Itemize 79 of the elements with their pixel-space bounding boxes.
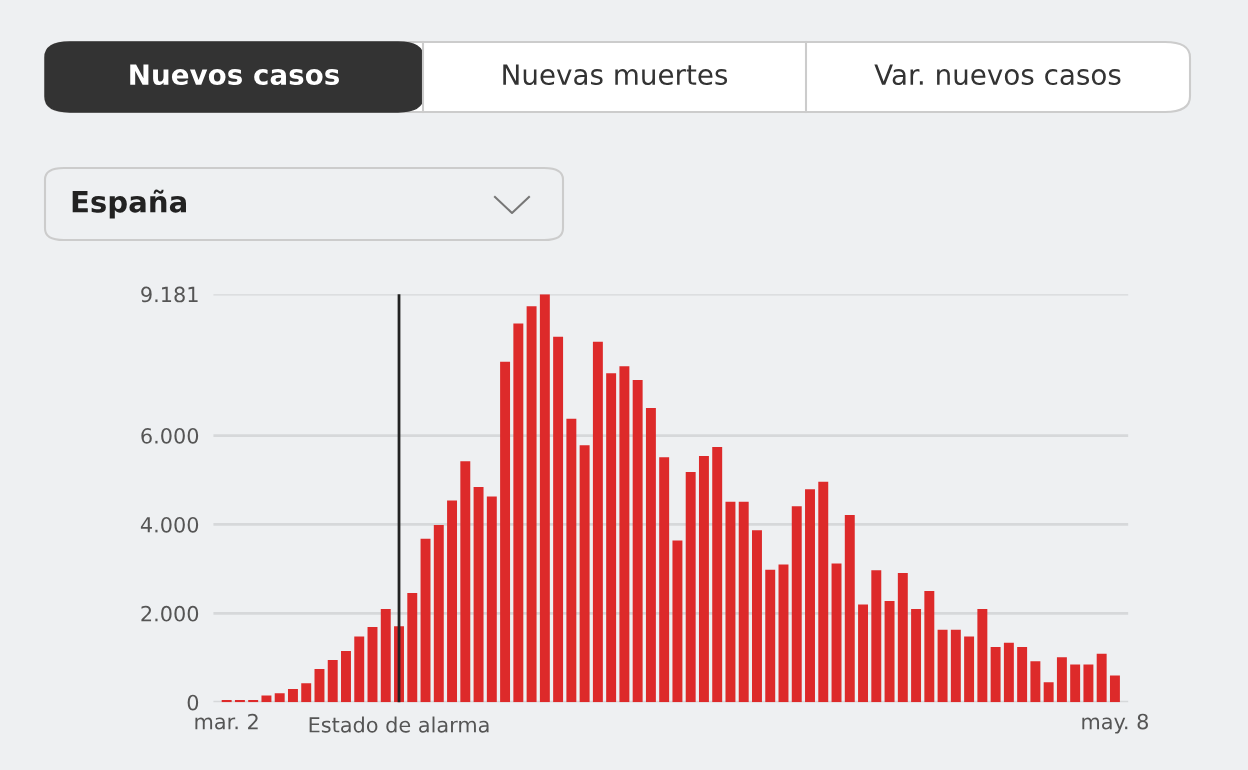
bar	[287, 688, 298, 703]
bar	[407, 592, 418, 703]
bar	[752, 530, 762, 703]
bar	[301, 683, 312, 703]
bar	[500, 361, 511, 703]
bar	[354, 636, 365, 703]
bar	[380, 608, 391, 703]
bar	[433, 524, 444, 703]
text: Nuevas muertes	[503, 64, 728, 86]
bar	[685, 471, 696, 703]
text: Var. nuevos casos	[874, 64, 1121, 86]
bar	[420, 538, 431, 703]
bar	[884, 600, 895, 703]
bar	[1109, 675, 1120, 703]
bar	[367, 627, 378, 703]
bar	[1096, 653, 1107, 703]
bar	[698, 455, 709, 703]
bar	[871, 570, 882, 703]
bar	[672, 540, 683, 703]
bar	[1017, 647, 1028, 703]
bar	[248, 700, 259, 703]
bar	[553, 336, 564, 703]
bar	[592, 341, 603, 703]
bar	[1056, 657, 1067, 703]
bar	[725, 501, 736, 703]
bar	[1083, 664, 1094, 703]
bar	[274, 693, 285, 703]
bar	[738, 501, 749, 703]
bar	[712, 447, 723, 703]
bar	[805, 489, 815, 703]
bar	[632, 379, 643, 703]
bar	[1070, 664, 1081, 703]
bar	[539, 294, 550, 703]
bar	[234, 700, 245, 703]
bar	[778, 564, 789, 703]
bar	[314, 668, 325, 703]
bar	[990, 647, 1001, 703]
bar	[924, 591, 935, 703]
bar	[460, 461, 471, 703]
bar	[844, 515, 855, 703]
bar	[765, 569, 776, 703]
bar	[1030, 661, 1041, 703]
bar	[791, 506, 802, 703]
bar	[327, 660, 338, 703]
bar	[447, 500, 458, 703]
bar	[950, 629, 961, 703]
bar	[897, 572, 908, 703]
y-tick-label: 0	[187, 694, 199, 711]
bar	[221, 700, 232, 703]
bar	[606, 373, 617, 703]
y-tick-label: 9.181	[141, 286, 198, 303]
bar	[858, 604, 869, 703]
text: Nuevos casos	[130, 64, 339, 86]
bar	[977, 608, 988, 703]
bar	[831, 563, 842, 703]
bar	[937, 629, 948, 703]
x-tick-label: may. 8	[1082, 713, 1148, 734]
y-tick-label: 2.000	[141, 605, 199, 622]
x-tick-label: mar. 2	[195, 713, 258, 730]
bar	[579, 445, 590, 703]
bar	[911, 608, 922, 703]
bar	[261, 695, 272, 703]
bar	[341, 651, 351, 703]
y-tick-label: 6.000	[141, 427, 199, 444]
bar	[1043, 682, 1054, 703]
bar	[566, 418, 577, 703]
bar	[526, 306, 537, 703]
bar	[1003, 642, 1014, 703]
bar	[818, 481, 829, 703]
bar	[486, 496, 497, 703]
text: España	[72, 189, 186, 219]
bar	[513, 323, 524, 703]
bar	[659, 457, 670, 703]
bar	[645, 407, 656, 703]
y-tick-label: 4.000	[140, 516, 199, 533]
bar	[473, 487, 484, 703]
bar	[964, 636, 975, 703]
ref-line-label: Estado de alarma	[309, 716, 489, 733]
bar	[619, 366, 630, 703]
